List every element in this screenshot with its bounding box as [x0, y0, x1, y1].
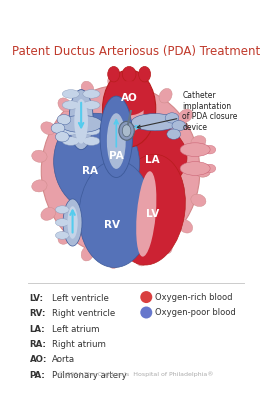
Text: Aorta: Aorta — [52, 355, 75, 364]
Ellipse shape — [107, 113, 126, 169]
Text: RA: RA — [82, 166, 98, 176]
Circle shape — [140, 291, 152, 303]
Ellipse shape — [79, 160, 152, 268]
Text: Catheter
implantation
of PDA closure
device: Catheter implantation of PDA closure dev… — [137, 91, 238, 132]
Ellipse shape — [83, 127, 100, 135]
Text: PA: PA — [109, 151, 123, 161]
Text: Oxygen-poor blood: Oxygen-poor blood — [155, 308, 236, 317]
Text: © 2014 The Children’s  Hospital of Philadelphia®: © 2014 The Children’s Hospital of Philad… — [58, 371, 214, 377]
Text: AO:: AO: — [30, 355, 47, 364]
Ellipse shape — [172, 120, 186, 131]
Text: LA:: LA: — [30, 325, 45, 334]
Ellipse shape — [55, 206, 69, 213]
Ellipse shape — [119, 121, 134, 140]
Ellipse shape — [204, 164, 216, 173]
Ellipse shape — [195, 165, 211, 177]
Ellipse shape — [100, 96, 132, 178]
Ellipse shape — [138, 66, 151, 82]
Ellipse shape — [55, 232, 69, 239]
Ellipse shape — [122, 66, 136, 82]
Ellipse shape — [67, 206, 78, 239]
Ellipse shape — [74, 99, 88, 144]
Ellipse shape — [195, 165, 211, 177]
Text: Pulmonary artery: Pulmonary artery — [52, 371, 127, 380]
Ellipse shape — [108, 253, 120, 269]
Ellipse shape — [41, 85, 200, 257]
Ellipse shape — [103, 70, 156, 147]
Ellipse shape — [58, 98, 72, 112]
Ellipse shape — [131, 114, 178, 131]
Text: RA:: RA: — [30, 340, 47, 349]
Ellipse shape — [108, 74, 120, 89]
Ellipse shape — [83, 101, 100, 109]
Text: AO: AO — [121, 93, 138, 103]
Ellipse shape — [41, 208, 55, 220]
Ellipse shape — [122, 125, 131, 137]
Ellipse shape — [57, 115, 71, 125]
Ellipse shape — [62, 90, 79, 98]
Ellipse shape — [191, 194, 206, 207]
Ellipse shape — [178, 220, 193, 233]
Ellipse shape — [81, 246, 94, 261]
Ellipse shape — [32, 150, 47, 162]
Ellipse shape — [167, 129, 181, 139]
Ellipse shape — [204, 145, 216, 154]
Text: LV: LV — [146, 209, 159, 219]
Ellipse shape — [114, 154, 186, 265]
Ellipse shape — [83, 90, 100, 98]
Circle shape — [140, 307, 152, 318]
Ellipse shape — [51, 123, 65, 133]
Ellipse shape — [60, 115, 103, 132]
Text: RV: RV — [104, 220, 120, 230]
Ellipse shape — [54, 113, 140, 212]
Text: Right atrium: Right atrium — [52, 340, 106, 349]
Ellipse shape — [55, 132, 69, 142]
Ellipse shape — [136, 171, 156, 256]
Ellipse shape — [191, 136, 206, 148]
Text: Left atrium: Left atrium — [52, 325, 100, 334]
Ellipse shape — [62, 101, 79, 109]
Ellipse shape — [180, 143, 210, 156]
Ellipse shape — [58, 230, 72, 244]
Text: LA: LA — [145, 155, 160, 165]
Text: Left ventricle: Left ventricle — [52, 294, 109, 303]
Ellipse shape — [62, 127, 79, 135]
Ellipse shape — [159, 88, 172, 103]
Ellipse shape — [135, 251, 147, 266]
Ellipse shape — [106, 122, 187, 191]
Ellipse shape — [165, 113, 179, 123]
Text: Patent Ductus Arteriosus (PDA) Treatment: Patent Ductus Arteriosus (PDA) Treatment — [12, 45, 260, 58]
Ellipse shape — [63, 199, 82, 246]
Text: PA:: PA: — [30, 371, 45, 380]
Ellipse shape — [135, 76, 147, 91]
Text: Right ventricle: Right ventricle — [52, 309, 115, 318]
Ellipse shape — [159, 239, 172, 254]
Ellipse shape — [69, 90, 93, 150]
Ellipse shape — [32, 180, 47, 192]
Ellipse shape — [81, 81, 94, 96]
Ellipse shape — [55, 219, 69, 226]
Ellipse shape — [111, 87, 144, 133]
Ellipse shape — [83, 137, 100, 145]
Text: Oxygen-rich blood: Oxygen-rich blood — [155, 293, 232, 302]
Text: LV:: LV: — [30, 294, 44, 303]
Text: RV:: RV: — [30, 309, 46, 318]
Ellipse shape — [108, 66, 120, 82]
Ellipse shape — [178, 109, 193, 122]
Ellipse shape — [41, 122, 55, 134]
Ellipse shape — [180, 161, 210, 176]
Ellipse shape — [62, 137, 79, 145]
Ellipse shape — [109, 81, 150, 115]
